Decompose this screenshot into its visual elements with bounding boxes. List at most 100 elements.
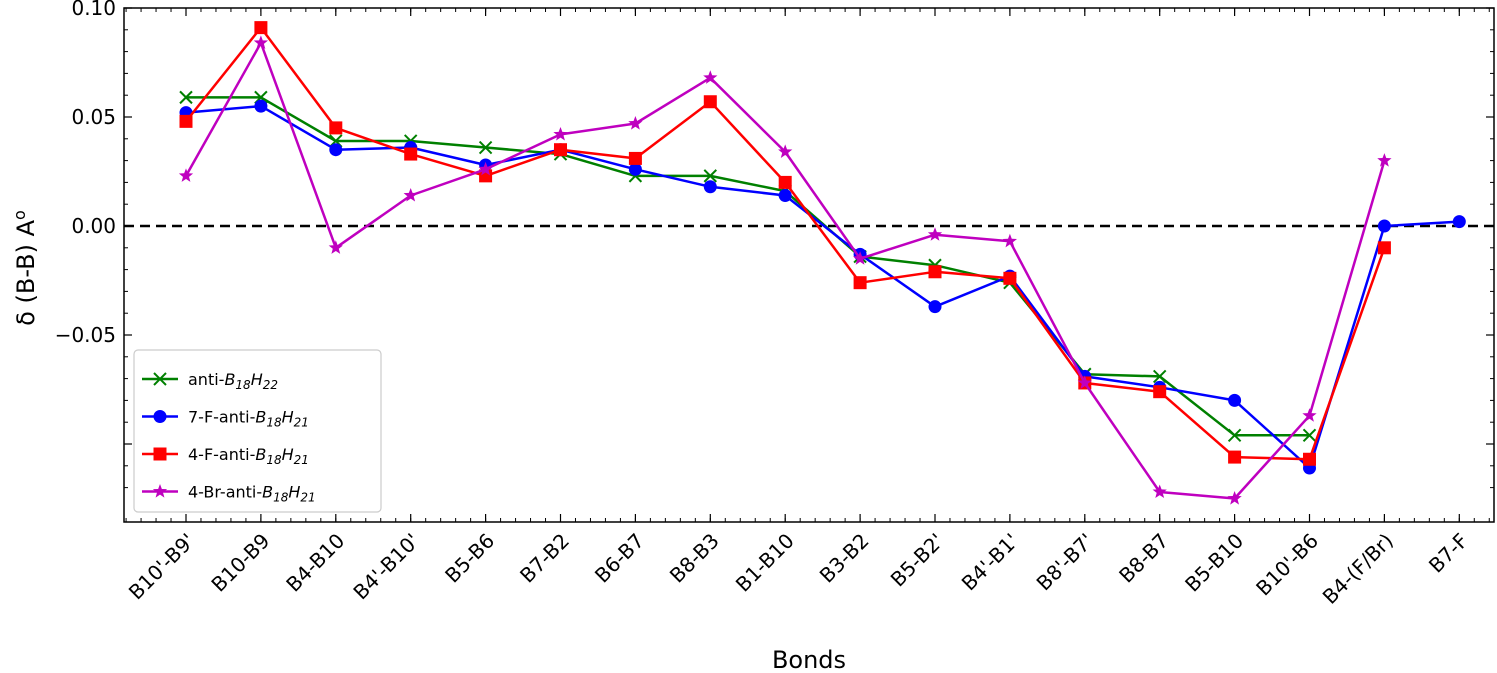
x-marker-stroke	[1302, 428, 1317, 442]
legend-label-part: 22	[263, 378, 278, 392]
data-point	[703, 169, 718, 183]
legend-label-part: 4-Br-anti-	[188, 483, 262, 502]
legend-label-part: 4-F-anti-	[188, 445, 255, 464]
data-point	[253, 35, 269, 49]
data-point	[254, 21, 268, 35]
legend-entry: anti-B18H22	[142, 370, 278, 392]
plot-frame	[123, 7, 1495, 523]
legend-label-part: 21	[294, 453, 309, 467]
x-marker-stroke	[478, 140, 493, 155]
data-point	[1077, 375, 1092, 390]
legend-label-part: 21	[294, 416, 309, 430]
data-point	[628, 116, 643, 130]
data-point	[703, 180, 717, 194]
legend-label-part: 18	[266, 453, 282, 467]
legend-label-part: 7-F-anti-	[188, 408, 255, 427]
series-layer	[178, 21, 1466, 505]
data-point	[1377, 153, 1392, 167]
x-axis-ticks: B10'-B9' B10-B9 B4-B10 B4'-B10' B5-B6 B7-B2 B6…	[124, 8, 1490, 609]
x-tick-label: B7-B2	[515, 529, 574, 588]
legend-label-part: 18	[235, 378, 251, 392]
y-axis-title: δ (B-B) Ao	[10, 210, 41, 326]
data-point	[478, 140, 493, 155]
x-tick-label: B4-B10	[281, 529, 349, 597]
data-point	[553, 126, 568, 141]
data-point	[178, 168, 194, 182]
data-point	[1303, 452, 1316, 466]
data-point	[1228, 450, 1242, 464]
data-point	[778, 144, 793, 158]
y-tick-label: −0.05	[55, 323, 116, 347]
y-tick-label: 0.10	[71, 0, 116, 20]
x-axis-title: Bonds	[772, 646, 846, 673]
data-point	[403, 187, 418, 202]
data-point	[928, 300, 942, 314]
x-tick-label: B4'-B10'	[348, 529, 424, 605]
data-point	[329, 121, 343, 135]
data-point	[628, 162, 642, 176]
legend-box	[133, 349, 382, 513]
x-tick-label: B5-B10	[1180, 529, 1248, 597]
x-tick-label: B1-B10	[731, 529, 799, 597]
series-4-Br-anti-B18H21	[178, 35, 1392, 505]
x-tick-label: B10'-B9'	[124, 529, 200, 605]
data-point	[1153, 385, 1167, 399]
data-point	[328, 240, 343, 254]
legend-label: anti-B18H22	[188, 370, 278, 392]
legend-marker	[153, 372, 167, 386]
data-point	[1227, 428, 1242, 442]
legend-label-part: 21	[300, 491, 315, 505]
y-axis-title-main: δ (B-B) A	[12, 219, 40, 325]
data-point	[1152, 484, 1167, 499]
x-tick-label: B10-B9	[206, 529, 274, 597]
legend-marker	[152, 484, 168, 498]
x-tick-label: B4-(F/Br)	[1318, 529, 1398, 609]
legend-label-part: H	[288, 483, 300, 502]
legend-entry: 4-F-anti-B18H21	[142, 445, 309, 467]
y-tick-label: 0.05	[71, 105, 116, 129]
x-marker-stroke	[1152, 369, 1167, 384]
data-point	[1377, 241, 1391, 255]
data-point	[778, 188, 792, 202]
legend-entry: 7-F-anti-B18H21	[142, 408, 309, 430]
data-point	[1228, 393, 1242, 407]
legend-marker	[153, 410, 167, 423]
data-point	[853, 276, 867, 290]
y-tick-label: 0.00	[71, 214, 116, 238]
data-point	[254, 99, 268, 113]
x-tick-label: B8-B3	[665, 529, 724, 588]
x-tick-label: B3-B2	[815, 529, 874, 588]
data-point	[179, 114, 193, 128]
x-marker-stroke	[703, 169, 718, 183]
data-point	[1302, 428, 1317, 442]
data-point	[329, 143, 343, 157]
data-point	[1152, 369, 1167, 384]
data-point	[778, 175, 792, 189]
x-marker-stroke	[153, 372, 167, 386]
data-point	[1377, 219, 1391, 233]
x-tick-label: B5-B2'	[886, 529, 949, 592]
y-axis-ticks: 0.10 0.05 0.00 −0.05	[55, 0, 1494, 489]
x-marker-stroke	[179, 90, 193, 105]
data-point	[179, 90, 193, 105]
legend-entry: 4-Br-anti-B18H21	[142, 483, 316, 505]
legend-label: 4-F-anti-B18H21	[188, 445, 309, 467]
data-point	[1227, 491, 1242, 505]
legend-label-part: B	[255, 408, 266, 427]
legend-marker	[153, 447, 167, 461]
y-axis-title-superscript: o	[10, 210, 29, 220]
series-line	[185, 104, 1460, 470]
data-point	[703, 70, 718, 84]
legend-label-part: B	[262, 483, 273, 502]
legend-label: 4-Br-anti-B18H21	[188, 483, 316, 505]
legend-label-part: B	[224, 370, 235, 389]
x-tick-label: B4'-B1'	[957, 529, 1024, 596]
legend-label-part: H	[251, 370, 263, 389]
x-tick-label: B8'-B7'	[1032, 529, 1099, 596]
x-tick-label: B8-B7	[1114, 529, 1173, 588]
data-point	[927, 227, 943, 241]
x-marker-stroke	[1227, 428, 1242, 442]
data-point	[554, 143, 567, 157]
legend-label-part: H	[282, 408, 294, 427]
